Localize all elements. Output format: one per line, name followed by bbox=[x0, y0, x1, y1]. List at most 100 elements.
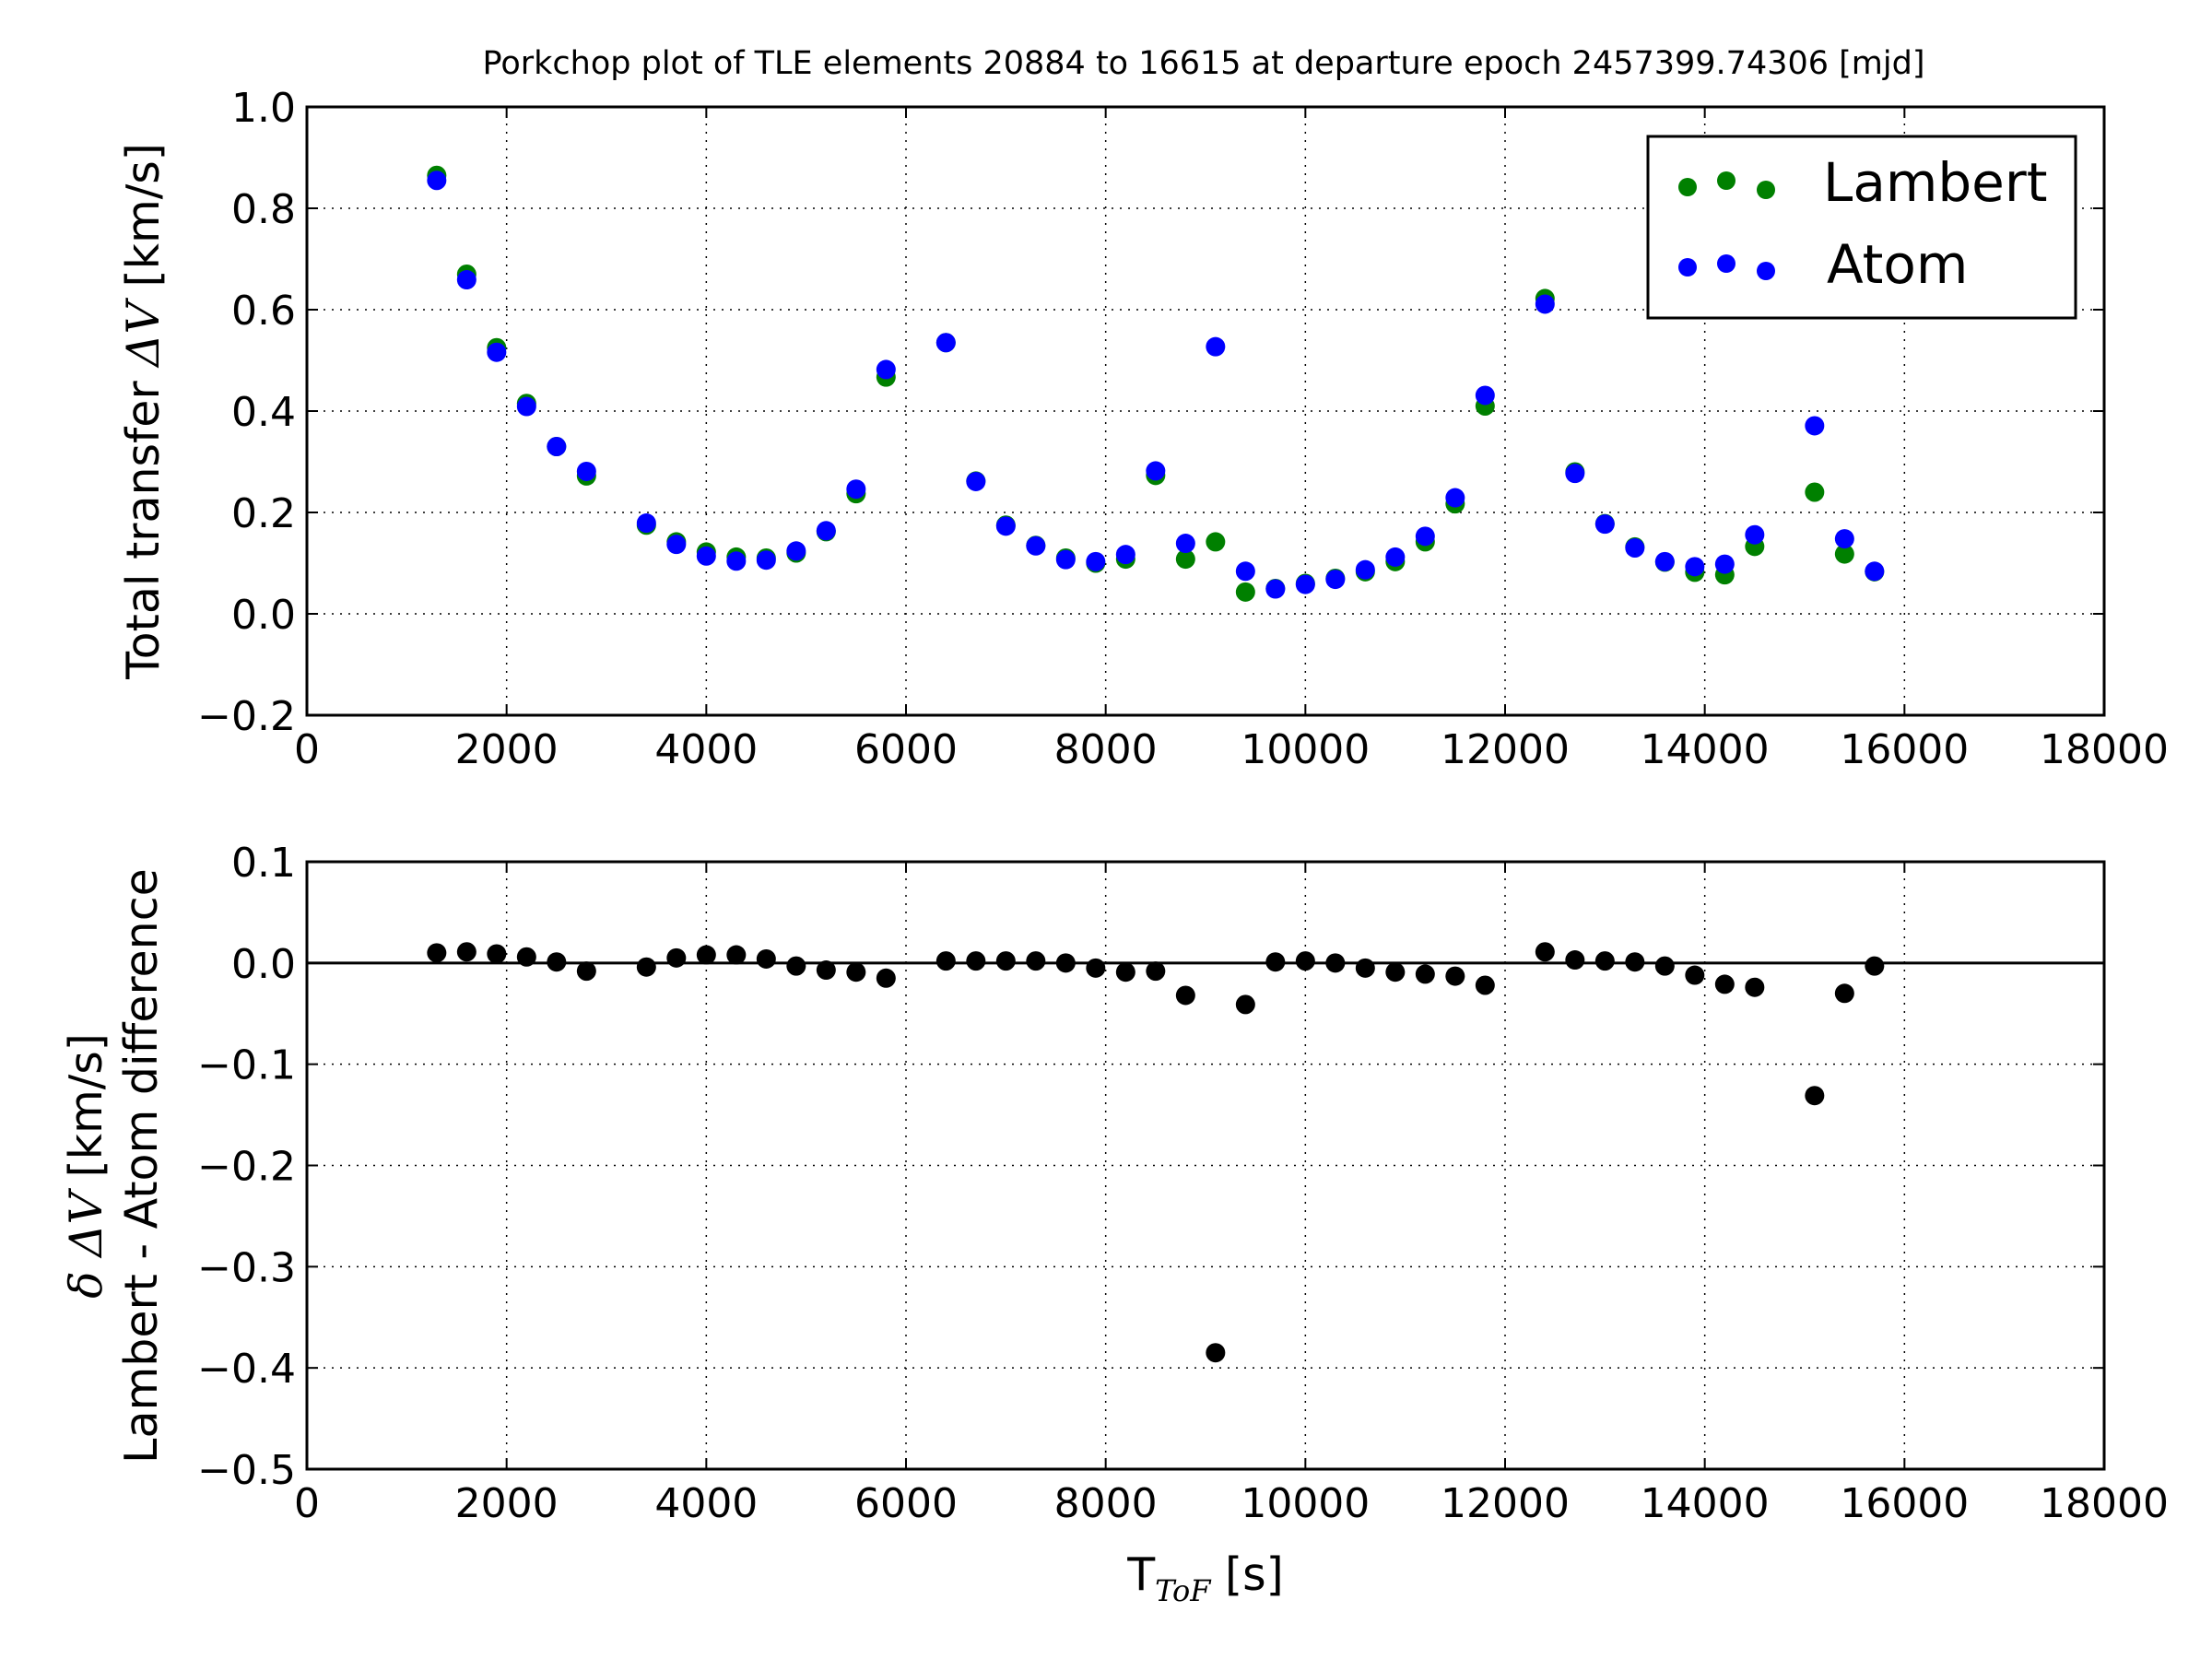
top-y-tick-label: 0.0 bbox=[231, 592, 296, 639]
bot-difference-point bbox=[1714, 974, 1735, 994]
bottom-x-axis-label: TToF [s] bbox=[1126, 1548, 1284, 1608]
bottom-y-tick-labels: −0.5 −0.4 −0.3 −0.2 −0.1 0.0 0.1 bbox=[197, 840, 296, 1494]
top-lambert-point bbox=[1805, 482, 1825, 502]
top-y-tick-label: 0.8 bbox=[231, 186, 296, 233]
top-atom-point bbox=[1475, 385, 1495, 406]
top-x-tick-label: 12000 bbox=[1441, 726, 1570, 773]
top-atom-point bbox=[1115, 545, 1135, 565]
bot-y-tick-label: 0.1 bbox=[231, 840, 296, 887]
bot-difference-point bbox=[816, 960, 836, 981]
bot-difference-point bbox=[935, 951, 956, 971]
top-atom-point bbox=[1146, 461, 1166, 481]
top-x-tick-label: 2000 bbox=[455, 726, 559, 773]
top-lambert-point bbox=[1206, 532, 1226, 552]
bot-difference-point bbox=[1805, 1086, 1825, 1106]
top-atom-point bbox=[876, 359, 896, 380]
bot-difference-point bbox=[1415, 964, 1435, 984]
bot-difference-point bbox=[846, 962, 866, 982]
bot-difference-point bbox=[1086, 958, 1106, 978]
bot-difference-point bbox=[666, 947, 687, 968]
bot-y-tick-label: 0.0 bbox=[231, 941, 296, 988]
bot-difference-point bbox=[1295, 951, 1315, 971]
bottom-plot-frame bbox=[305, 860, 2106, 1471]
x-label-suffix: [s] bbox=[1210, 1548, 1283, 1601]
top-atom-point bbox=[1295, 574, 1315, 594]
top-atom-point bbox=[726, 551, 747, 571]
top-y-tick-labels: −0.2 0.0 0.2 0.4 0.6 0.8 1.0 bbox=[197, 85, 296, 740]
bottom-y-axis-label-line2: Lambert - Atom difference bbox=[115, 868, 168, 1464]
bot-x-tick-label: 16000 bbox=[1840, 1480, 1969, 1527]
top-atom-point bbox=[1654, 551, 1675, 571]
bot-x-tick-label: 6000 bbox=[854, 1480, 958, 1527]
top-atom-point bbox=[1834, 529, 1854, 549]
bot-difference-point bbox=[1146, 961, 1166, 982]
bot-x-tick-label: 8000 bbox=[1054, 1480, 1158, 1527]
bot-difference-point bbox=[1865, 956, 1885, 976]
bot-difference-point bbox=[1235, 994, 1255, 1015]
bot-difference-point bbox=[1535, 942, 1555, 962]
bot-y-tick-label: −0.4 bbox=[197, 1346, 296, 1393]
top-atom-point bbox=[966, 471, 986, 491]
bot-y-tick-label: −0.5 bbox=[197, 1447, 296, 1494]
bottom-difference-series bbox=[427, 942, 1885, 1363]
bot-difference-point bbox=[576, 961, 596, 982]
top-atom-point bbox=[1805, 416, 1825, 436]
bot-difference-point bbox=[966, 951, 986, 971]
bot-difference-point bbox=[1445, 966, 1465, 986]
bot-difference-point bbox=[1594, 951, 1615, 971]
bot-x-tick-label: 14000 bbox=[1641, 1480, 1770, 1527]
top-x-tick-label: 8000 bbox=[1054, 726, 1158, 773]
top-atom-point bbox=[547, 437, 567, 456]
top-plot-frame bbox=[305, 105, 2106, 717]
top-atom-point bbox=[1325, 570, 1346, 590]
top-lambert-point bbox=[1834, 544, 1854, 564]
bottom-y-axis-label-line1: δ ΔV [km/s] bbox=[60, 1033, 112, 1299]
top-y-axis-label: Total transfer ΔV [km/s] bbox=[117, 143, 170, 680]
top-x-tick-label: 10000 bbox=[1241, 726, 1370, 773]
bot-difference-point bbox=[726, 945, 747, 965]
top-x-tick-labels: 0 2000 4000 6000 8000 10000 12000 14000 16000 180… bbox=[294, 726, 2169, 773]
top-atom-point bbox=[756, 550, 776, 571]
top-atom-point bbox=[636, 513, 656, 534]
top-lambert-point bbox=[1235, 582, 1255, 602]
bot-difference-point bbox=[456, 942, 477, 962]
top-y-label-prefix: Total transfer bbox=[117, 367, 170, 680]
top-atom-point bbox=[1625, 538, 1645, 558]
top-atom-point bbox=[1594, 514, 1615, 535]
top-atom-point bbox=[1385, 547, 1406, 567]
top-atom-point bbox=[935, 333, 956, 353]
top-atom-point bbox=[666, 535, 687, 555]
top-atom-point bbox=[1206, 336, 1226, 357]
bot-difference-point bbox=[876, 968, 896, 988]
bot-difference-point bbox=[1206, 1343, 1226, 1363]
bot-x-tick-label: 2000 bbox=[455, 1480, 559, 1527]
bottom-grid bbox=[306, 861, 2105, 1470]
bottom-x-tick-labels: 0 2000 4000 6000 8000 10000 12000 14000 16000 180… bbox=[294, 1480, 2169, 1527]
top-y-label-symbol: ΔV bbox=[117, 297, 170, 368]
bottom-y-label-symbol: δ ΔV bbox=[60, 1187, 112, 1298]
top-lambert-point bbox=[1175, 549, 1195, 570]
x-label-subscript: ToF bbox=[1155, 1573, 1212, 1608]
bot-y-tick-label: −0.3 bbox=[197, 1244, 296, 1291]
bot-difference-point bbox=[1654, 956, 1675, 976]
top-atom-series bbox=[427, 171, 1885, 599]
top-atom-point bbox=[816, 521, 836, 541]
top-x-tick-label: 14000 bbox=[1641, 726, 1770, 773]
top-atom-point bbox=[1026, 535, 1046, 556]
top-y-tick-label: 0.2 bbox=[231, 490, 296, 537]
top-atom-point bbox=[1235, 561, 1255, 582]
top-y-tick-label: 0.4 bbox=[231, 389, 296, 436]
top-y-label-suffix: [km/s] bbox=[117, 143, 170, 301]
bot-difference-point bbox=[1055, 953, 1076, 973]
legend-atom-marker bbox=[1678, 254, 1775, 280]
bot-difference-point bbox=[487, 944, 507, 964]
legend-atom-label: Atom bbox=[1827, 233, 1968, 296]
x-label-prefix: T bbox=[1126, 1548, 1156, 1601]
top-atom-point bbox=[1865, 561, 1885, 582]
top-y-tick-label: 0.6 bbox=[231, 288, 296, 335]
bot-x-tick-label: 4000 bbox=[654, 1480, 758, 1527]
bot-difference-point bbox=[516, 947, 536, 967]
bot-difference-point bbox=[547, 952, 567, 972]
top-atom-point bbox=[1745, 524, 1765, 545]
